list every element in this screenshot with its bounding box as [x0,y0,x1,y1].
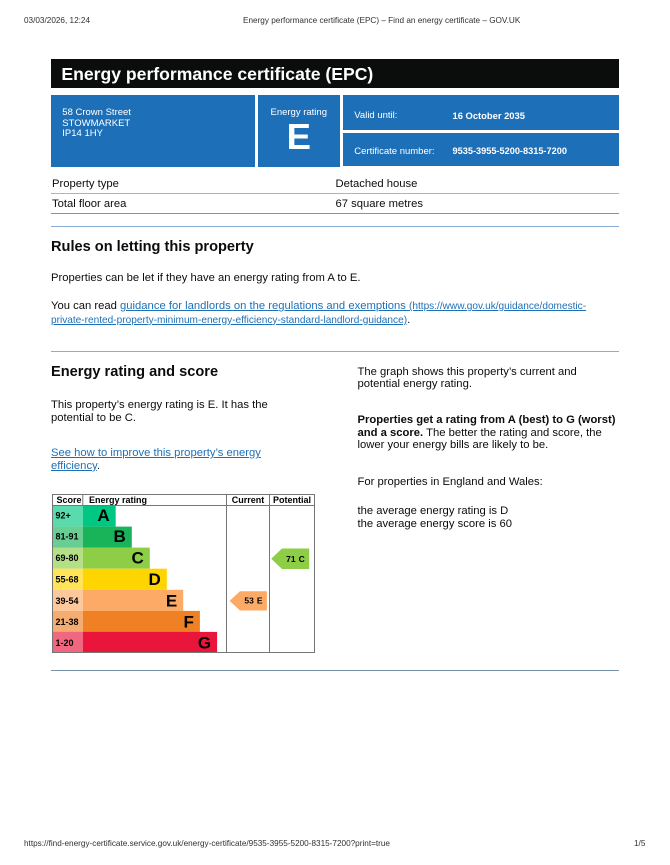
svg-text:D: D [148,570,160,589]
svg-text:69-80: 69-80 [55,553,78,563]
svg-text:39-54: 39-54 [55,596,78,606]
svg-text:A: A [97,506,109,525]
svg-text:1-20: 1-20 [55,638,73,648]
svg-text:55-68: 55-68 [55,574,78,584]
svg-text:E: E [165,592,176,611]
svg-text:C: C [131,548,143,567]
svg-text:71 C: 71 C [286,554,305,564]
svg-text:Potential: Potential [272,495,310,505]
svg-text:Energy rating: Energy rating [89,495,147,505]
svg-text:Current: Current [231,495,264,505]
svg-text:B: B [113,527,125,546]
svg-text:21-38: 21-38 [55,617,78,627]
svg-text:Score: Score [56,495,81,505]
svg-text:G: G [197,634,210,653]
svg-text:92+: 92+ [55,511,70,521]
svg-text:81-91: 81-91 [55,532,78,542]
svg-text:F: F [183,613,193,632]
svg-text:53 E: 53 E [244,596,263,606]
